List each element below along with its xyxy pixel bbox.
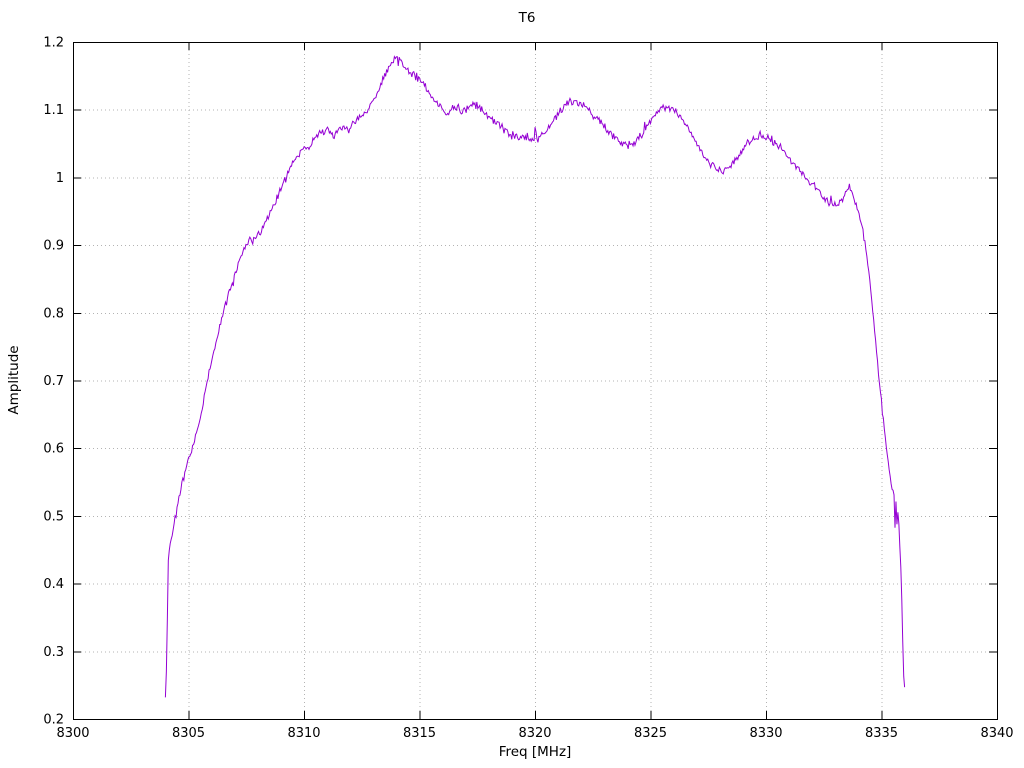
grid-lines <box>73 42 997 719</box>
x-tick-label: 8315 <box>403 726 436 741</box>
x-tick-label: 8300 <box>56 726 89 741</box>
x-axis-label: Freq [MHz] <box>498 744 572 760</box>
data-series-line <box>164 55 906 698</box>
y-tick-label: 1.1 <box>43 103 64 118</box>
y-axis-label: Amplitude <box>6 345 22 415</box>
tick-marks <box>73 42 998 720</box>
plot-border <box>73 42 998 720</box>
y-tick-label: 1 <box>56 171 64 186</box>
x-tick-label: 8310 <box>287 726 320 741</box>
y-tick-label: 1.2 <box>43 36 64 51</box>
y-tick-label: 0.4 <box>43 577 64 592</box>
y-tick-label: 0.2 <box>43 713 64 728</box>
x-tick-label: 8340 <box>980 726 1013 741</box>
y-tick-label: 0.9 <box>43 239 64 254</box>
x-tick-label: 8335 <box>865 726 898 741</box>
y-tick-label: 0.5 <box>43 509 64 524</box>
y-tick-label: 0.6 <box>43 442 64 457</box>
x-tick-label: 8330 <box>749 726 782 741</box>
y-tick-label: 0.3 <box>43 645 64 660</box>
x-tick-label: 8305 <box>172 726 205 741</box>
y-tick-label: 0.7 <box>43 374 64 389</box>
chart-title: T6 <box>518 10 536 26</box>
x-tick-label: 8320 <box>518 726 551 741</box>
y-tick-label: 0.8 <box>43 306 64 321</box>
x-tick-label: 8325 <box>634 726 667 741</box>
tick-labels: 8300 8305 8310 8315 8320 8325 8330 8335 8340 0.2 0… <box>43 36 1013 742</box>
